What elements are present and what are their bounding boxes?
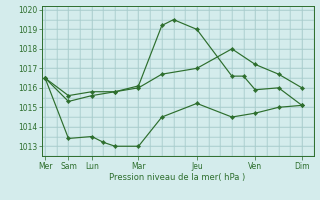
X-axis label: Pression niveau de la mer( hPa ): Pression niveau de la mer( hPa ) — [109, 173, 246, 182]
